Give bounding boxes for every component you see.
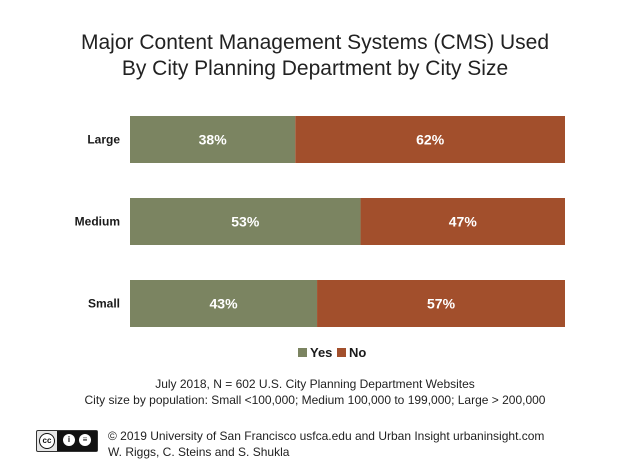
bar-no-small	[317, 280, 565, 327]
data-label-yes-small: 43%	[210, 296, 239, 312]
cc-by-icon: i	[63, 434, 75, 446]
bar-no-large	[295, 116, 565, 163]
chart-title-line-2: By City Planning Department by City Size	[121, 57, 509, 80]
cc-license-icon: cc i ≡	[36, 430, 98, 452]
chart-notes: July 2018, N = 602 U.S. City Planning De…	[0, 376, 630, 408]
category-label-large: Large	[87, 133, 120, 147]
legend-label-no: No	[349, 345, 366, 360]
cc-license-strip: i ≡	[57, 431, 97, 451]
data-label-no-medium: 47%	[449, 214, 478, 230]
chart-title: Major Content Management Systems (CMS) U…	[0, 30, 630, 82]
bar-yes-small	[130, 280, 318, 327]
bar-yes-large	[130, 116, 296, 163]
footer-line-1: © 2019 University of San Francisco usfca…	[108, 429, 545, 443]
data-label-no-large: 62%	[416, 132, 445, 148]
data-label-yes-large: 38%	[199, 132, 228, 148]
bar-no-medium	[360, 198, 565, 245]
stacked-bar-chart: Large 38% 62% Medium 53% 47% Small 43% 57% Yes No	[75, 116, 565, 360]
notes-line-2: City size by population: Small <100,000;…	[84, 393, 546, 407]
footer-text: © 2019 University of San Francisco usfca…	[108, 428, 544, 460]
data-label-no-small: 57%	[427, 296, 456, 312]
legend-swatch-yes	[298, 348, 307, 357]
bar-yes-medium	[130, 198, 361, 245]
cc-nd-icon: ≡	[79, 434, 91, 446]
category-label-medium: Medium	[75, 215, 120, 229]
chart-title-line-1: Major Content Management Systems (CMS) U…	[81, 31, 549, 54]
category-label-small: Small	[88, 297, 120, 311]
legend-label-yes: Yes	[310, 345, 332, 360]
notes-line-1: July 2018, N = 602 U.S. City Planning De…	[155, 377, 475, 391]
footer: cc i ≡ © 2019 University of San Francisc…	[36, 428, 616, 460]
legend-swatch-no	[337, 348, 346, 357]
cc-logo-icon: cc	[39, 433, 55, 449]
footer-line-2: W. Riggs, C. Steins and S. Shukla	[108, 445, 290, 459]
data-label-yes-medium: 53%	[231, 214, 260, 230]
